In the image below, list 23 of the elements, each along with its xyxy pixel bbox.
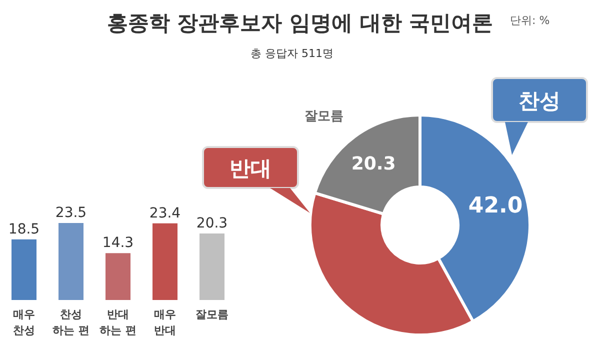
bar <box>106 253 130 300</box>
chart-title: 홍종학 장관후보자 임명에 대한 국민여론 <box>106 11 494 35</box>
text: 단위: % <box>510 14 550 27</box>
bar <box>200 233 224 300</box>
data-label: 23.4 <box>149 205 181 222</box>
x-tick-label: 매우 찬성 <box>13 308 35 337</box>
slice-label: 잘모름 <box>304 109 344 124</box>
bar <box>12 239 36 300</box>
data-label: 18.5 <box>8 221 40 238</box>
x-tick-label: 반대 하는 편 <box>100 308 136 337</box>
slice-label: 찬성 <box>518 89 560 113</box>
data-label: 20.3 <box>196 215 228 232</box>
bar <box>152 223 178 300</box>
slice-label: 반대 <box>230 156 272 180</box>
x-tick-label: 잘모름 <box>196 308 228 321</box>
chart-subtitle: 총 응답자 511명 <box>250 47 334 60</box>
x-tick-label: 찬성 하는 편 <box>52 308 90 337</box>
data-label: 14.3 <box>102 235 134 252</box>
data-label: 23.5 <box>55 205 87 221</box>
x-tick-label: 매우 반대 <box>154 308 176 337</box>
data-label: 42.0 <box>468 194 523 219</box>
data-label: 20.3 <box>351 153 396 174</box>
bar <box>58 223 84 300</box>
